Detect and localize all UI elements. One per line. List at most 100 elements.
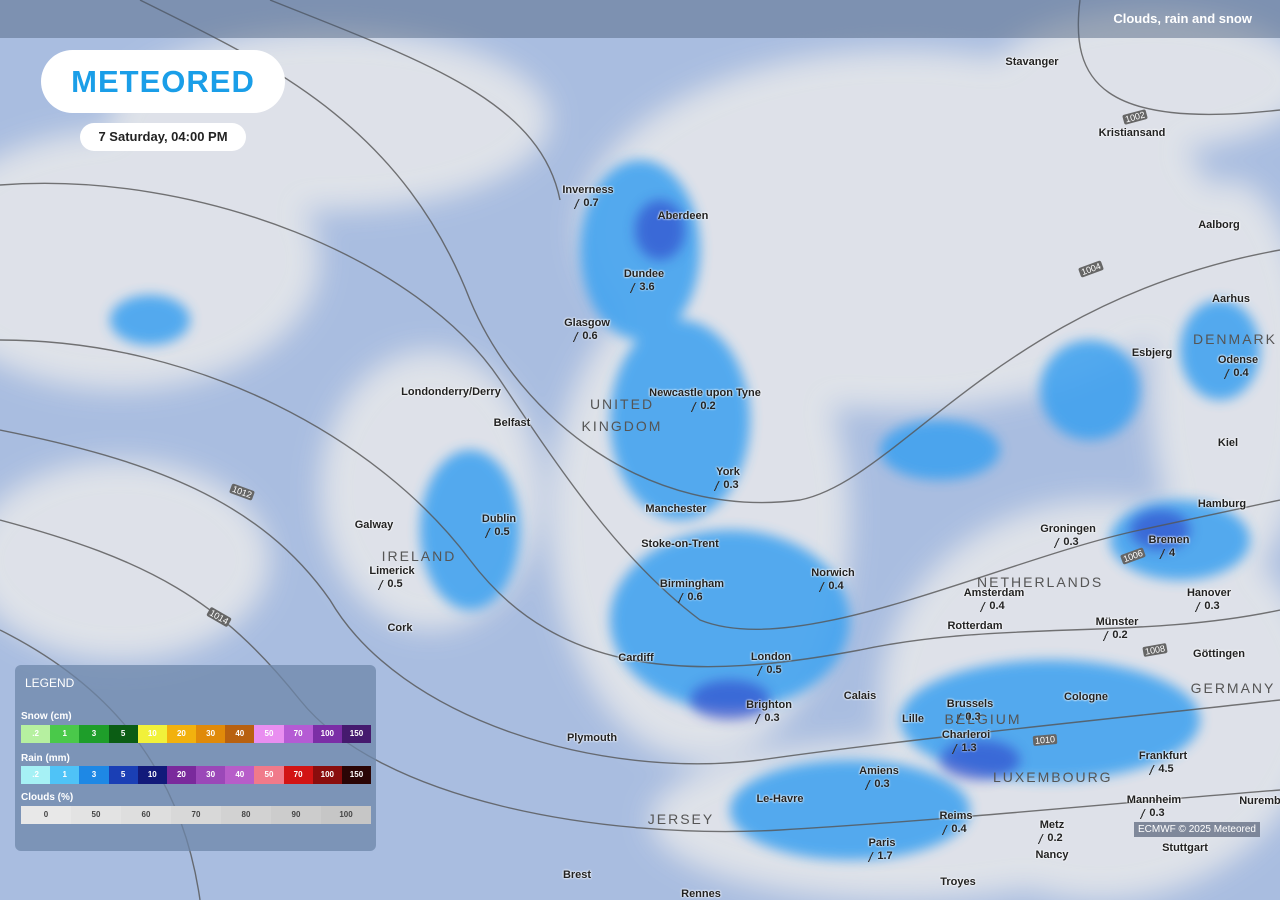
country-label: UNITED KINGDOM <box>581 396 663 434</box>
precip-value: 1.7 <box>867 850 893 862</box>
legend-swatch: 20 <box>166 766 197 784</box>
legend-swatch: 150 <box>341 725 372 743</box>
legend-swatch: .2 <box>21 725 51 743</box>
city-label: Stavanger <box>1005 56 1059 68</box>
city-label: Bremen <box>1148 534 1190 546</box>
precip-value: 0.5 <box>756 664 782 676</box>
city-label: Norwich <box>811 567 855 579</box>
city-label: Göttingen <box>1193 648 1245 660</box>
city-label: Cardiff <box>618 652 654 664</box>
city-label: Amiens <box>859 765 899 777</box>
legend-swatch: 80 <box>221 806 271 824</box>
city-label: Amsterdam <box>963 587 1025 599</box>
city-label: Nuremb <box>1239 795 1280 807</box>
city-label: Aarhus <box>1212 293 1250 305</box>
city-label: Charleroi <box>941 729 991 741</box>
city-label: Groningen <box>1040 523 1096 535</box>
city-label: Rotterdam <box>947 620 1003 632</box>
date-pill[interactable]: 7 Saturday, 04:00 PM <box>80 123 246 151</box>
country-label: DENMARK <box>1192 331 1277 347</box>
top-bar: Clouds, rain and snow <box>0 0 1280 38</box>
city-label: Manchester <box>645 503 707 515</box>
city-label: Esbjerg <box>1131 347 1173 359</box>
city-label: Troyes <box>940 876 976 888</box>
logo[interactable]: METEORED <box>41 50 285 113</box>
city-label: Mannheim <box>1126 794 1182 806</box>
city-label: Glasgow <box>564 317 610 329</box>
credit: ECMWF © 2025 Meteored <box>1134 822 1260 837</box>
precip-value: 0.7 <box>573 197 599 209</box>
city-label: Newcastle upon Tyne <box>649 387 761 399</box>
country-label: NETHERLANDS <box>977 574 1104 590</box>
city-label: Stoke-on-Trent <box>641 538 719 550</box>
city-label: Odense <box>1217 354 1259 366</box>
legend-heading: Clouds (%) <box>21 792 74 803</box>
legend-scale: 0 50 60 70 80 90 100 <box>21 806 371 824</box>
legend-swatch: 0 <box>21 806 71 824</box>
city-label: Frankfurt <box>1138 750 1188 762</box>
city-label: Brest <box>562 869 592 881</box>
precip-value: 0.2 <box>690 400 716 412</box>
city-label: Reims <box>939 810 973 822</box>
legend-swatch: .2 <box>21 766 51 784</box>
precip-value: 0.5 <box>484 526 510 538</box>
legend: LEGEND Snow (cm) .2 1 3 5 10 20 30 40 50 70 100 150… <box>15 665 376 851</box>
city-label: Belfast <box>493 417 531 429</box>
legend-title: LEGEND <box>25 676 75 690</box>
precip-value: 0.3 <box>955 711 981 723</box>
city-label: Münster <box>1095 616 1139 628</box>
precip-value: 4 <box>1158 547 1176 559</box>
precip-value: 0.6 <box>572 330 598 342</box>
city-label: Birmingham <box>659 578 725 590</box>
precip-value: 0.3 <box>1053 536 1079 548</box>
city-label: Hanover <box>1186 587 1232 599</box>
city-label: Londonderry/Derry <box>401 386 501 398</box>
legend-swatch: 30 <box>196 725 226 743</box>
legend-swatch: 70 <box>283 725 313 743</box>
city-label: Kiel <box>1217 437 1239 449</box>
legend-swatch: 40 <box>225 766 255 784</box>
city-label: Le-Havre <box>756 793 804 805</box>
city-label: Cologne <box>1064 691 1108 703</box>
precip-value: 0.2 <box>1037 832 1063 844</box>
layer-title[interactable]: Clouds, rain and snow <box>1113 11 1252 26</box>
country-label: IRELAND <box>381 548 457 564</box>
city-label: Aberdeen <box>657 210 709 222</box>
precip-value: 0.4 <box>979 600 1005 612</box>
city-label: Rennes <box>681 888 721 900</box>
legend-heading: Rain (mm) <box>21 753 70 764</box>
city-label: Paris <box>868 837 896 849</box>
legend-swatch: 5 <box>108 766 138 784</box>
legend-swatch: 70 <box>171 806 221 824</box>
city-label: Stuttgart <box>1162 842 1208 854</box>
legend-swatch: 100 <box>312 766 342 784</box>
legend-swatch: 30 <box>196 766 226 784</box>
precip-value: 0.3 <box>713 479 739 491</box>
precip-value: 1.3 <box>951 742 977 754</box>
legend-swatch: 50 <box>254 725 284 743</box>
city-label: Metz <box>1039 819 1065 831</box>
legend-swatch: 1 <box>50 766 80 784</box>
precip-value: 0.3 <box>1194 600 1220 612</box>
precip-value: 3.6 <box>629 281 655 293</box>
city-label: Limerick <box>369 565 415 577</box>
legend-scale: .2 1 3 5 10 20 30 40 50 70 100 150 <box>21 766 372 784</box>
legend-swatch: 150 <box>341 766 372 784</box>
precip-value: 4.5 <box>1148 763 1174 775</box>
legend-swatch: 50 <box>254 766 284 784</box>
country-label: GERMANY <box>1190 680 1276 696</box>
city-label: Lille <box>901 713 925 725</box>
legend-swatch: 60 <box>121 806 171 824</box>
legend-swatch: 100 <box>321 806 371 824</box>
precip-value: 0.5 <box>377 578 403 590</box>
legend-scale: .2 1 3 5 10 20 30 40 50 70 100 150 <box>21 725 372 743</box>
legend-swatch: 50 <box>71 806 121 824</box>
legend-swatch: 100 <box>312 725 342 743</box>
precip-value: 0.4 <box>818 580 844 592</box>
precip-value: 0.6 <box>677 591 703 603</box>
legend-swatch: 5 <box>108 725 138 743</box>
city-label: Galway <box>354 519 394 531</box>
legend-swatch: 3 <box>79 725 109 743</box>
